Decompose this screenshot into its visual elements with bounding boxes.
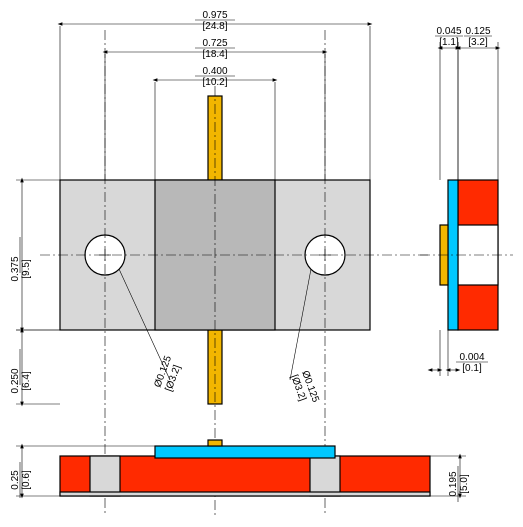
dim-mm: [5.0] [459,474,470,494]
dim-mm: [0.6] [21,470,32,490]
dim-mm: [1.1] [439,37,459,48]
dim-mm: [6.4] [21,371,32,391]
dim-value: 0.725 [202,38,227,49]
bottom-view [60,440,430,496]
dim-value: 0.125 [465,26,490,37]
dim-mm: [9.5] [21,259,32,279]
dim-value: 0.045 [436,26,461,37]
dim-value: 0.004 [459,352,484,363]
side-view [420,180,513,330]
dim-value: 0.975 [202,10,227,21]
dim-value: 0.25 [10,470,21,490]
dim-mm: [18.4] [202,49,227,60]
dim-mm: [10.2] [202,77,227,88]
dim-mm: [24.8] [202,21,227,32]
dim-value: 0.250 [10,368,21,393]
dim-value: 0.195 [448,471,459,496]
dim-value: 0.375 [10,256,21,281]
dim-mm: [3.2] [468,37,488,48]
dim-value: 0.400 [202,66,227,77]
top-view [40,30,430,516]
dim-mm: [0.1] [462,363,482,374]
